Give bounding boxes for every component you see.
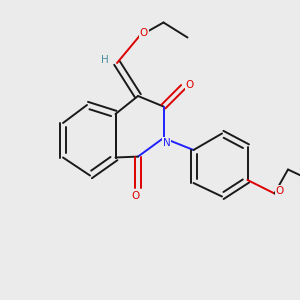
Text: O: O <box>140 28 148 38</box>
Text: N: N <box>163 137 170 148</box>
Text: O: O <box>131 191 139 201</box>
Text: O: O <box>185 80 194 91</box>
Text: H: H <box>101 55 109 65</box>
Text: O: O <box>276 185 284 196</box>
